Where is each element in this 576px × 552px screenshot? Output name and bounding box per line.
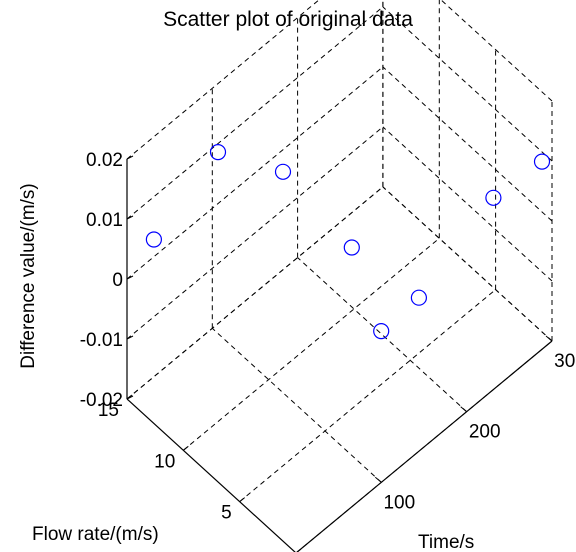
x-axis-label: Flow rate/(m/s) [32,524,159,545]
x-tick-mark-0 [296,548,302,552]
data-points [145,144,551,340]
grid-line-back-wall-z-2 [126,66,384,280]
data-point-7 [533,153,551,170]
z-tick-mark-1 [126,335,134,340]
y-tick-mark-1 [460,406,468,413]
axis-layer [126,155,553,552]
grid-line-back-wall-z-1 [126,126,384,340]
z-tick-label-2: 0 [112,270,123,291]
x-tick-mark-2 [182,445,189,451]
x-tick-label-3: 15 [98,400,119,421]
x-tick-label-2: 10 [154,451,175,472]
data-point-1 [209,144,227,161]
grid-line-floor-y-2 [382,186,553,342]
y-tick-mark-0 [374,476,382,483]
grid-line-floor-x-3 [126,186,384,400]
grid-line-floor-y-1 [297,257,468,413]
x-tick-label-1: 5 [221,503,232,524]
data-point-3 [343,239,360,256]
z-tick-label-0: -0.02 [80,390,123,411]
grid-line-back-wall-z-3 [126,6,384,220]
z-tick-mark-4 [126,155,134,160]
grid-line-side-wall-z-1 [382,126,553,282]
x-axis-line [126,398,296,552]
z-tick-mark-3 [126,215,134,220]
grid-line-side-wall-z-4 [440,0,553,102]
grid-layer [126,0,553,552]
y-tick-label-2: 300 [554,351,576,372]
chart-title: Scatter plot of original data [163,8,413,31]
data-point-0 [145,231,162,248]
y-tick-label-1: 200 [469,422,501,443]
grid-line-floor-y-0 [211,327,382,483]
y-tick-label-0: 100 [383,492,415,513]
grid-line-floor-x-1 [239,289,496,502]
grid-line-side-wall-z-3 [382,6,553,162]
data-point-2 [274,163,292,180]
x-tick-mark-3 [126,394,133,400]
y-axis-label: Time/s [418,532,474,552]
z-tick-label-1: -0.01 [80,330,123,351]
z-axis-label: Difference value/(m/s) [18,183,39,369]
y-tick-mark-2 [545,335,553,342]
z-tick-mark-2 [126,275,134,280]
grid-line-back-wall-z-4 [126,0,320,160]
z-tick-label-3: 0.01 [86,210,123,231]
z-tick-label-4: 0.02 [86,150,123,171]
data-point-6 [485,189,502,206]
data-point-5 [410,289,427,306]
grid-line-side-wall-z-2 [382,66,553,222]
x-tick-mark-1 [239,497,246,502]
grid-line-floor-x-2 [182,237,440,451]
y-axis-line [296,340,553,552]
data-point-4 [373,323,390,340]
